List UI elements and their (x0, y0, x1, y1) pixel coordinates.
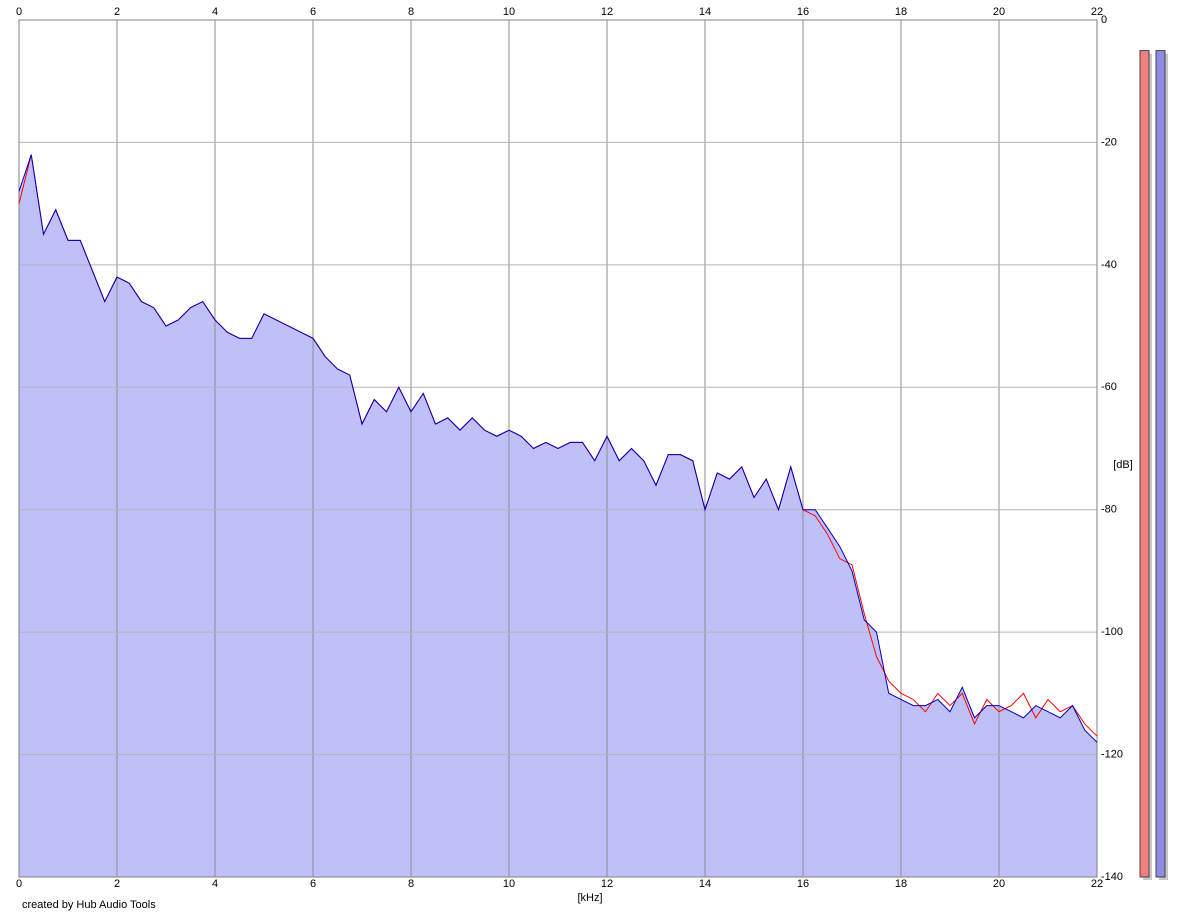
x-axis-label: [kHz] (577, 892, 602, 904)
x-tick-label-top: 4 (212, 6, 218, 18)
x-tick-label: 14 (699, 878, 711, 890)
level-meter (1155, 50, 1166, 878)
x-tick-label-top: 22 (1091, 6, 1103, 18)
x-tick-label-top: 14 (699, 6, 711, 18)
y-tick-label: -60 (1101, 381, 1117, 393)
x-tick-label-top: 12 (601, 6, 613, 18)
y-tick-label: -120 (1101, 748, 1123, 760)
x-tick-label: 8 (408, 878, 414, 890)
x-tick-label: 12 (601, 878, 613, 890)
y-tick-label: -140 (1101, 871, 1123, 883)
y-tick-label: 0 (1101, 14, 1107, 26)
x-tick-label-top: 2 (114, 6, 120, 18)
x-tick-label-top: 18 (895, 6, 907, 18)
x-tick-label: 10 (503, 878, 515, 890)
plot-area: 002244668810101212141416161818202022220-… (16, 6, 1123, 890)
x-tick-label: 20 (993, 878, 1005, 890)
y-tick-label: -100 (1101, 626, 1123, 638)
spectrum-line (18, 154, 1098, 743)
x-tick-label: 18 (895, 878, 907, 890)
x-tick-label-top: 10 (503, 6, 515, 18)
x-tick-label: 16 (797, 878, 809, 890)
level-meter (1139, 50, 1150, 878)
x-tick-label-top: 0 (16, 6, 22, 18)
x-tick-label-top: 6 (310, 6, 316, 18)
x-tick-label: 4 (212, 878, 218, 890)
spectrum-fill (19, 154, 1097, 877)
x-tick-label-top: 8 (408, 6, 414, 18)
x-tick-label: 2 (114, 878, 120, 890)
y-tick-label: -20 (1101, 136, 1117, 148)
y-axis-label: [dB] (1113, 459, 1133, 471)
plot-border (18, 19, 1098, 878)
x-tick-label: 6 (310, 878, 316, 890)
y-tick-label: -40 (1101, 259, 1117, 271)
x-tick-label: 0 (16, 878, 22, 890)
x-tick-label: 22 (1091, 878, 1103, 890)
footer: created by Hub Audio Tools (22, 899, 156, 911)
x-tick-label-top: 20 (993, 6, 1005, 18)
x-tick-label-top: 16 (797, 6, 809, 18)
y-tick-label: -80 (1101, 504, 1117, 516)
